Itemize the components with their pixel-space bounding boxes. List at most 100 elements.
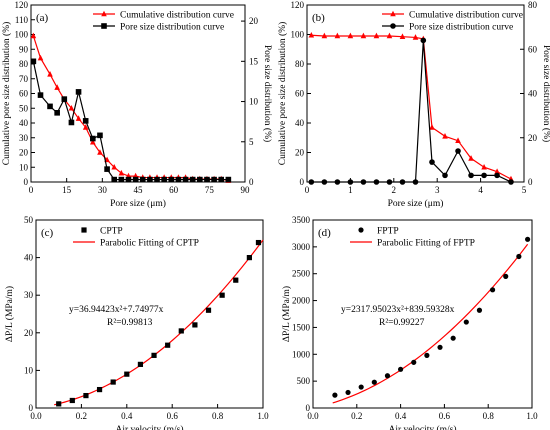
y-tick-label: 10 (24, 365, 34, 375)
data-point (334, 32, 341, 39)
fit-curve (54, 239, 264, 406)
data-point (124, 371, 130, 377)
data-point (47, 103, 53, 110)
y-tick-label: 100 (291, 30, 305, 40)
data-point (373, 32, 380, 39)
y-tick-label: 40 (24, 253, 34, 263)
data-point (468, 172, 474, 179)
data-point (508, 179, 514, 185)
x-tick-label: 15 (62, 185, 72, 195)
x-tick-label: 4 (478, 185, 483, 195)
chart-panel-d: 0.0 0.2 0.4 0.6 0.8 1.0 0 500 1000 1500 2000 2500 30… (281, 215, 538, 430)
data-point (175, 176, 182, 183)
series-line (32, 61, 229, 181)
legend-entry: FPTP (377, 227, 399, 237)
series-line (311, 40, 512, 183)
y-tick-label: 120 (291, 0, 305, 10)
legend-marker (390, 10, 396, 17)
data-point (308, 179, 315, 185)
y2-tick-label: 0 (528, 177, 533, 187)
x-tick-label: 75 (205, 185, 215, 195)
data-point (450, 335, 456, 341)
chart-panel-a: 0 15 30 45 60 75 90010203040506070809010011012… (1, 0, 273, 209)
data-point (334, 179, 341, 185)
data-point (246, 255, 252, 261)
data-point (494, 172, 500, 179)
data-point (225, 176, 232, 183)
y-tick-label: 0 (300, 177, 305, 187)
data-point (463, 319, 469, 325)
data-point (442, 172, 448, 179)
data-point (68, 104, 75, 111)
data-point (68, 119, 75, 126)
y-tick-label: 500 (297, 376, 311, 386)
data-point (204, 176, 210, 183)
data-point (360, 179, 367, 185)
data-point (75, 89, 82, 95)
data-point (125, 176, 132, 183)
x-tick-label: 0.4 (121, 411, 133, 421)
x-tick-label: 0.8 (212, 411, 224, 421)
legend-entry: Cumulative distribution curve (120, 11, 234, 21)
data-point (399, 179, 406, 185)
data-point (218, 176, 225, 183)
data-point (360, 32, 367, 39)
data-point (111, 163, 118, 170)
data-point (161, 176, 167, 183)
data-point (54, 110, 60, 116)
data-point (525, 236, 531, 242)
legend-entry: Pore size distribution curve (409, 23, 513, 33)
y-tick-label: 0 (306, 403, 311, 413)
y-tick-label: 120 (15, 0, 29, 10)
data-point (412, 179, 419, 185)
data-point (429, 124, 435, 130)
series-line (32, 35, 229, 182)
y-tick-label: 1500 (292, 322, 311, 332)
y-tick-label: 10 (19, 162, 29, 172)
y2-tick-label: 15 (249, 56, 259, 66)
data-point (503, 273, 509, 279)
data-point (83, 392, 89, 399)
data-point (118, 169, 125, 176)
y-tick-label: 0 (24, 177, 29, 187)
fit-equation: y=2317.95023x²+839.59328x (341, 305, 455, 315)
legend-marker (101, 23, 107, 29)
data-point (345, 389, 351, 396)
data-point (347, 32, 354, 39)
x-tick-label: 0.6 (167, 411, 179, 421)
x-axis-label: Pore size (μm) (110, 198, 166, 209)
data-point (255, 239, 262, 246)
y-tick-label: 60 (295, 89, 305, 99)
x-axis-label: Pore size (μm) (388, 198, 444, 209)
y-tick-label: 90 (19, 44, 29, 54)
data-point (494, 168, 500, 174)
data-point (61, 96, 68, 102)
x-tick-label: 0.8 (483, 411, 495, 421)
data-point (429, 159, 435, 165)
legend-marker (81, 227, 87, 233)
x-tick-label: 30 (98, 185, 108, 195)
data-point (104, 166, 110, 172)
data-point (192, 322, 198, 328)
data-point (110, 379, 116, 385)
y2-tick-label: 60 (528, 44, 538, 54)
data-point (321, 179, 328, 185)
data-point (37, 92, 44, 98)
data-point (455, 137, 461, 143)
data-point (82, 118, 89, 124)
data-point (118, 176, 125, 183)
data-point (147, 176, 153, 183)
y-tick-label: 20 (295, 148, 305, 158)
x-tick-label: 0 (305, 185, 310, 195)
y-axis-label: Cumulative pore size distribution (%) (1, 22, 12, 166)
r-squared-label: R²=0.99227 (379, 318, 425, 328)
legend-marker (101, 10, 107, 17)
data-point (54, 84, 60, 90)
y-tick-label: 2000 (292, 296, 311, 306)
data-point (154, 176, 160, 183)
legend-marker (358, 227, 364, 233)
legend-marker (390, 23, 396, 29)
data-point (358, 384, 364, 390)
data-point (332, 392, 338, 398)
